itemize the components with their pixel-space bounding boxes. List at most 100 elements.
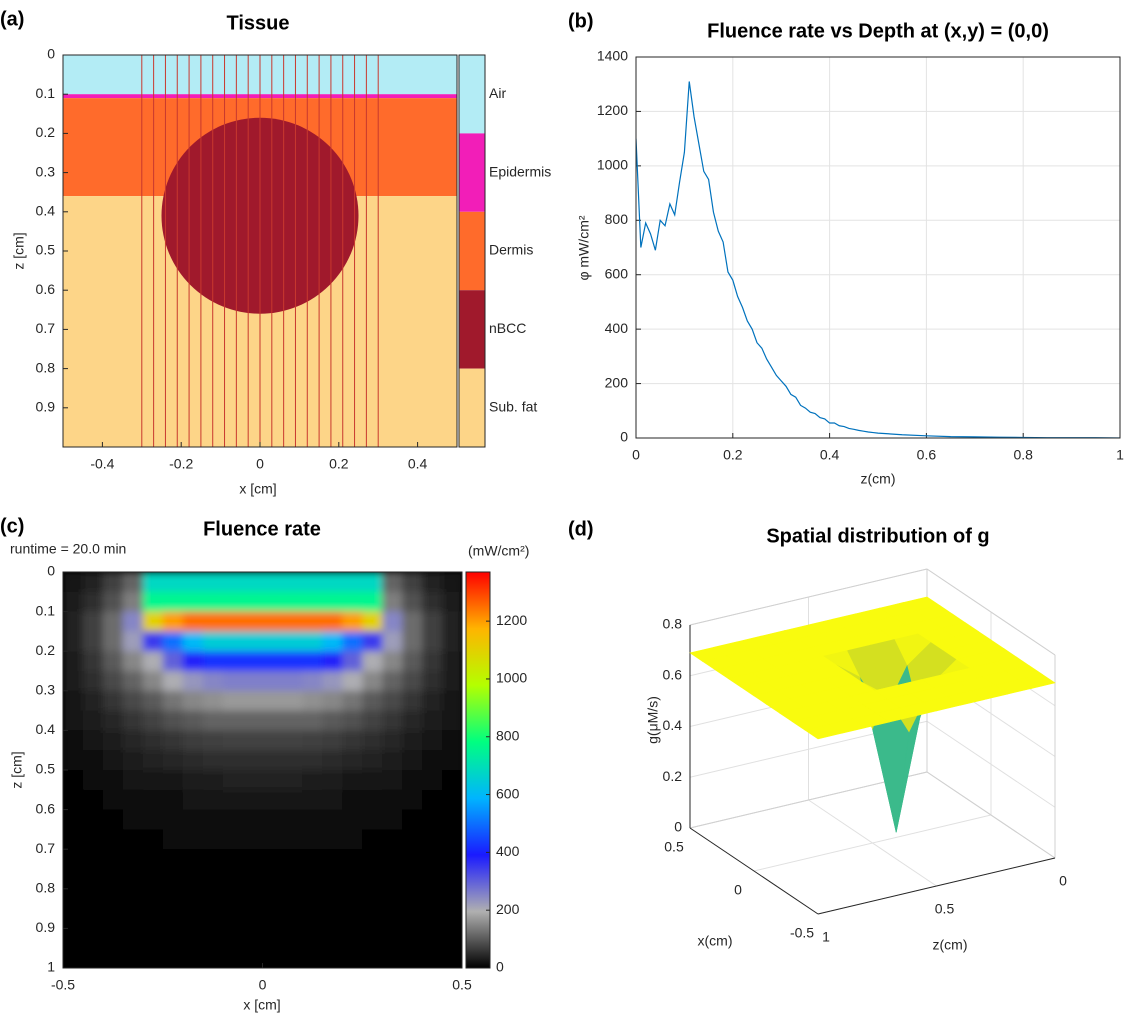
heatmap-cell [342, 809, 363, 830]
heatmap-cell [122, 928, 144, 949]
x-tick-label: 1 [1116, 447, 1124, 463]
heatmap-cell [242, 869, 264, 890]
heatmap-cell [322, 591, 343, 613]
heatmap-cell [82, 671, 104, 692]
y-tick-label: 0.2 [36, 124, 56, 140]
heatmap-cell [422, 809, 443, 830]
heatmap-cell [442, 710, 462, 731]
colorbar [465, 571, 491, 969]
heatmap-cell [382, 730, 403, 751]
data-line [636, 81, 1120, 438]
heatmap-cell [362, 750, 383, 771]
legend-swatch [459, 290, 485, 369]
heatmap-cell [442, 611, 462, 632]
heatmap-cell [182, 849, 204, 870]
heatmap-cell [162, 631, 184, 652]
heatmap-cell [222, 690, 244, 712]
heatmap-cell [342, 789, 363, 811]
heatmap-cell [282, 671, 303, 692]
heatmap-cell [402, 631, 423, 652]
heatmap-cell [142, 809, 164, 830]
heatmap-cell [442, 631, 462, 652]
heatmap-cell [122, 750, 144, 771]
heatmap-cell [322, 789, 343, 811]
heatmap-cell [422, 829, 443, 850]
grid-line [808, 799, 937, 887]
heatmap-cell [122, 829, 144, 850]
heatmap-cell [142, 651, 164, 672]
heatmap-cell [422, 690, 443, 712]
heatmap-cell [222, 611, 244, 632]
heatmap-cell [422, 750, 443, 771]
heatmap-cell [442, 690, 462, 712]
heatmap-cell [282, 730, 303, 751]
heatmap-cell [222, 869, 244, 890]
heatmap-cell [242, 908, 264, 929]
heatmap-cell [162, 888, 184, 910]
chart-title: Fluence rate [203, 518, 321, 540]
panel-label: (a) [0, 8, 24, 30]
heatmap-cell [322, 869, 343, 890]
heatmap-cell [342, 631, 363, 652]
heatmap-cell [362, 948, 383, 968]
y-tick-label: 0.7 [36, 840, 56, 856]
heatmap-cell [63, 908, 84, 929]
heatmap-cell [182, 690, 204, 712]
heatmap-cell [402, 572, 423, 593]
heatmap-cell [382, 710, 403, 731]
heatmap-cell [102, 631, 124, 652]
heatmap-cell [202, 908, 224, 929]
heatmap-cell [102, 710, 124, 731]
heatmap-cell [162, 849, 184, 870]
heatmap-cell [422, 591, 443, 613]
y-tick-label: 1400 [597, 48, 628, 64]
plot-area [636, 81, 1120, 438]
axes-box [926, 568, 1056, 656]
heatmap-cell [142, 829, 164, 850]
heatmap-cell [302, 591, 323, 613]
heatmap-cell [302, 651, 323, 672]
heatmap-cell [302, 730, 323, 751]
heatmap-cell [282, 908, 303, 929]
heatmap-cell [322, 770, 343, 791]
heatmap-cell [322, 849, 343, 870]
heatmap-cell [342, 730, 363, 751]
heatmap-cell [442, 591, 462, 613]
panel-label: (b) [568, 10, 594, 32]
heatmap-cell [262, 591, 284, 613]
heatmap-cell [402, 948, 423, 968]
heatmap-cell [82, 770, 104, 791]
heatmap-cell [422, 948, 443, 968]
heatmap-cell [102, 730, 124, 751]
heatmap-cell [142, 671, 164, 692]
heatmap-cell [222, 591, 244, 613]
heatmap-cell [122, 631, 144, 652]
x-tick-label: 0.4 [408, 456, 428, 472]
heatmap-cell [122, 710, 144, 731]
heatmap-cell [262, 849, 284, 870]
y-tick-label: 0.9 [36, 399, 56, 415]
heatmap-cell [302, 690, 323, 712]
plot-area [63, 55, 457, 447]
heatmap-cell [342, 908, 363, 929]
heatmap-cell [222, 631, 244, 652]
heatmap-cell [422, 770, 443, 791]
heatmap-cell [362, 829, 383, 850]
y-tick-label: 1 [47, 959, 55, 975]
heatmap-cell [242, 591, 264, 613]
heatmap-cell [102, 611, 124, 632]
y-tick-label: 0.1 [36, 85, 56, 101]
heatmap-cell [122, 730, 144, 751]
heatmap-cell [102, 928, 124, 949]
heatmap-cell [162, 948, 184, 968]
heatmap-cell [63, 591, 84, 613]
heatmap-cell [102, 750, 124, 771]
heatmap-cell [442, 750, 462, 771]
heatmap-cell [142, 750, 164, 771]
z-tick-label: 0.5 [935, 901, 955, 917]
heatmap-cell [402, 750, 423, 771]
heatmap-cell [162, 770, 184, 791]
heatmap-cell [182, 591, 204, 613]
heatmap-cell [222, 789, 244, 811]
heatmap-cell [202, 750, 224, 771]
